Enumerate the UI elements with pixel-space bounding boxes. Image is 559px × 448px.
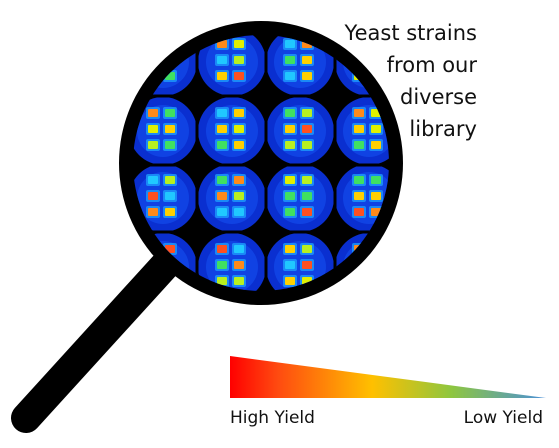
- colony: [354, 208, 364, 216]
- colony: [165, 141, 175, 149]
- yield-gradient: [230, 356, 546, 398]
- colony-halo: [146, 54, 160, 66]
- divider: [133, 230, 389, 234]
- colony-halo: [352, 275, 366, 287]
- colony: [285, 245, 295, 253]
- callout-line: from our: [387, 53, 478, 77]
- colony: [217, 109, 227, 117]
- colony: [371, 141, 381, 149]
- colony: [371, 56, 381, 64]
- colony: [148, 176, 158, 184]
- legend-low: Low Yield: [464, 408, 543, 428]
- colony: [234, 72, 244, 80]
- colony: [148, 125, 158, 133]
- colony: [165, 208, 175, 216]
- divider: [133, 94, 389, 98]
- colony: [148, 40, 158, 48]
- colony: [234, 40, 244, 48]
- divider: [333, 35, 337, 291]
- colony: [354, 125, 364, 133]
- divider: [195, 35, 199, 291]
- colony: [217, 245, 227, 253]
- colony: [285, 141, 295, 149]
- colony: [234, 208, 244, 216]
- colony: [285, 72, 295, 80]
- colony: [302, 261, 312, 269]
- colony: [234, 277, 244, 285]
- colony-halo: [369, 54, 383, 66]
- colony: [371, 176, 381, 184]
- colony: [371, 277, 381, 285]
- colony: [285, 208, 295, 216]
- divider: [264, 35, 268, 291]
- colony: [234, 192, 244, 200]
- colony: [217, 261, 227, 269]
- colony: [302, 141, 312, 149]
- colony: [217, 277, 227, 285]
- colony: [285, 192, 295, 200]
- colony: [234, 245, 244, 253]
- colony: [285, 109, 295, 117]
- colony: [371, 125, 381, 133]
- colony: [285, 277, 295, 285]
- colony: [302, 109, 312, 117]
- colony: [354, 176, 364, 184]
- colony: [217, 208, 227, 216]
- colony: [148, 192, 158, 200]
- colony: [285, 56, 295, 64]
- colony-halo: [146, 38, 160, 50]
- colony: [302, 208, 312, 216]
- colony: [234, 109, 244, 117]
- colony: [234, 176, 244, 184]
- callout-line: diverse: [400, 85, 477, 109]
- colony: [285, 40, 295, 48]
- colony: [217, 56, 227, 64]
- colony-halo: [163, 38, 177, 50]
- colony: [302, 56, 312, 64]
- colony: [234, 261, 244, 269]
- callout-line: library: [409, 117, 477, 141]
- handle: [11, 247, 183, 433]
- colony: [302, 192, 312, 200]
- divider: [133, 163, 389, 167]
- colony: [285, 176, 295, 184]
- colony: [354, 192, 364, 200]
- colony: [234, 125, 244, 133]
- colony: [371, 261, 381, 269]
- colony: [234, 56, 244, 64]
- colony: [217, 192, 227, 200]
- colony: [371, 192, 381, 200]
- colony: [302, 245, 312, 253]
- colony: [148, 141, 158, 149]
- colony: [217, 72, 227, 80]
- colony: [354, 109, 364, 117]
- legend-high: High Yield: [230, 408, 315, 428]
- colony-halo: [369, 275, 383, 287]
- colony: [148, 56, 158, 64]
- colony: [302, 72, 312, 80]
- colony: [234, 141, 244, 149]
- colony: [217, 40, 227, 48]
- colony: [165, 125, 175, 133]
- callout-line: Yeast strains: [344, 21, 477, 45]
- colony: [302, 176, 312, 184]
- colony: [165, 192, 175, 200]
- colony: [217, 141, 227, 149]
- colony: [285, 125, 295, 133]
- colony: [165, 40, 175, 48]
- colony: [148, 208, 158, 216]
- colony: [165, 109, 175, 117]
- colony: [217, 125, 227, 133]
- colony: [302, 125, 312, 133]
- colony: [148, 109, 158, 117]
- colony: [285, 261, 295, 269]
- colony: [217, 176, 227, 184]
- colony: [354, 141, 364, 149]
- colony: [165, 176, 175, 184]
- colony-halo: [369, 259, 383, 271]
- colony: [354, 277, 364, 285]
